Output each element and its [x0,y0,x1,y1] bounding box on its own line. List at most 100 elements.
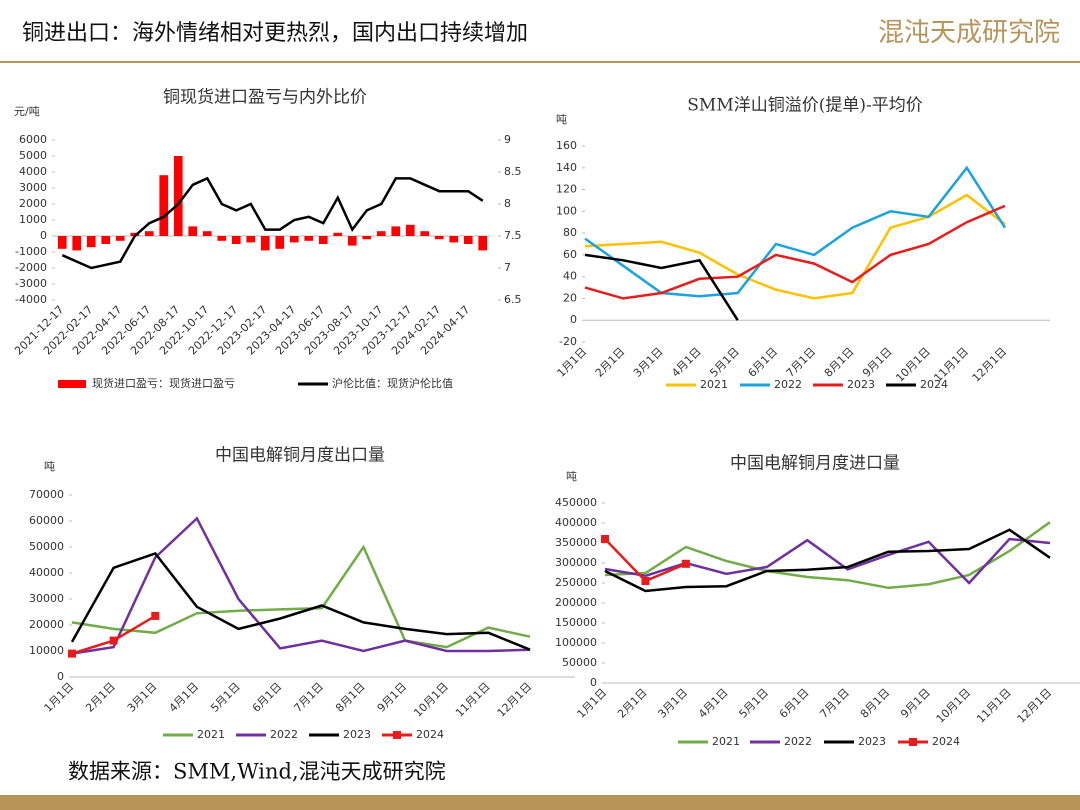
y-tick-label: 350000 [555,536,597,549]
series-line [61,176,484,270]
bar [72,236,82,251]
y-tick-label: 80 [563,226,577,239]
source: 数据来源：SMM,Wind,混沌天成研究院 [68,760,446,784]
y-tick-label: 60000 [29,514,64,527]
y-tick-label: 20000 [29,618,64,631]
bar [275,236,285,249]
y-tick-label: -1000 [15,245,47,258]
y-tick-label: 40 [563,270,577,283]
y-tick-label: 0 [57,670,64,683]
y-tick-label: 1000 [19,213,47,226]
y-tick-label: -2000 [15,261,47,274]
bar [86,236,96,248]
legend-marker [909,738,917,746]
chart-title: 中国电解铜月度出口量 [215,446,385,466]
logo: 混沌天成研究院 [878,18,1060,48]
x-tick-label: 8月1日 [822,345,857,380]
x-tick-label: 9月1日 [860,345,895,380]
legend-label: 2023 [858,735,886,748]
x-tick-label: 9月1日 [898,686,933,721]
point [151,611,160,620]
legend-label: 2022 [774,378,802,391]
x-tick-label: 3月1日 [656,686,691,721]
x-tick-label: 9月1日 [375,680,410,715]
x-tick-label: 6月1日 [777,686,812,721]
legend-marker [393,731,401,739]
y-tick-label: 120 [556,183,577,196]
y-tick-label: 70000 [29,488,64,501]
y2-tick-label: 7.5 [504,229,522,242]
y-tick-label: 10000 [29,644,64,657]
y-tick-label: 150000 [555,616,597,629]
bar [57,236,67,249]
y-tick-label: 140 [556,161,577,174]
x-tick-label: 7月1日 [291,680,326,715]
y-tick-label: 3000 [19,181,47,194]
x-tick-label: 10月1日 [411,680,451,720]
y2-tick-label: 9 [504,133,511,146]
x-tick-label: 4月1日 [167,680,202,715]
x-tick-label: 5月1日 [707,345,742,380]
y-unit: 元/吨 [14,105,40,118]
y-tick-label: 50000 [562,656,597,669]
series-line [584,253,739,321]
y-tick-label: 50000 [29,540,64,553]
footer-bar [0,795,1080,810]
legend-label: 2023 [343,728,371,741]
y-tick-label: 40000 [29,566,64,579]
x-tick-label: 8月1日 [333,680,368,715]
y-tick-label: 450000 [555,496,597,509]
point [601,535,609,543]
chart-title: 中国电解铜月度进口量 [730,454,900,474]
y2-tick-label: 8 [504,197,511,210]
bar [318,236,328,244]
bar [304,236,314,241]
bar [260,236,270,251]
bar [115,236,125,241]
bar [144,231,154,236]
legend-label: 2024 [920,378,948,391]
series-line [604,521,1051,590]
x-tick-label: 1月1日 [42,680,77,715]
x-tick-label: 7月1日 [784,345,819,380]
y-unit: 吨 [556,113,567,126]
point [681,559,690,568]
x-tick-label: 5月1日 [736,686,771,721]
legend-label: 现货进口盈亏：现货进口盈亏 [92,376,235,390]
y-tick-label: -4000 [15,293,47,306]
legend-label: 2021 [712,735,740,748]
bar [188,226,198,236]
bar [362,236,372,240]
x-tick-label: 6月1日 [746,345,781,380]
bar [101,236,111,244]
y-unit: 吨 [44,460,55,473]
bar [420,231,430,236]
x-tick-label: 2月1日 [593,345,628,380]
bar [289,236,299,243]
x-tick-label: 12月1日 [1015,686,1055,726]
y-tick-label: 0 [590,676,597,689]
x-tick-label: 3月1日 [125,680,160,715]
y-tick-label: 4000 [19,165,47,178]
bar [231,236,241,244]
y-tick-label: 160 [556,139,577,152]
y-tick-label: 0 [570,313,577,326]
y2-tick-label: 7 [504,261,511,274]
bar [478,236,488,251]
x-tick-label: 11月1日 [974,686,1014,726]
y-tick-label: -20 [559,335,577,348]
bar [246,236,256,243]
chart-title: SMM洋山铜溢价(提单)-平均价 [687,96,922,116]
y-tick-label: 60 [563,248,577,261]
series-line [584,165,1007,298]
bar [217,236,227,241]
y-tick-label: 100 [556,204,577,217]
point [68,649,76,658]
series-line [584,193,1006,300]
y2-tick-label: 8.5 [504,165,522,178]
x-tick-label: 7月1日 [817,686,852,721]
chart-title: 铜现货进口盈亏与内外比价 [163,88,367,108]
bar [173,156,183,236]
x-tick-label: 4月1日 [696,686,731,721]
